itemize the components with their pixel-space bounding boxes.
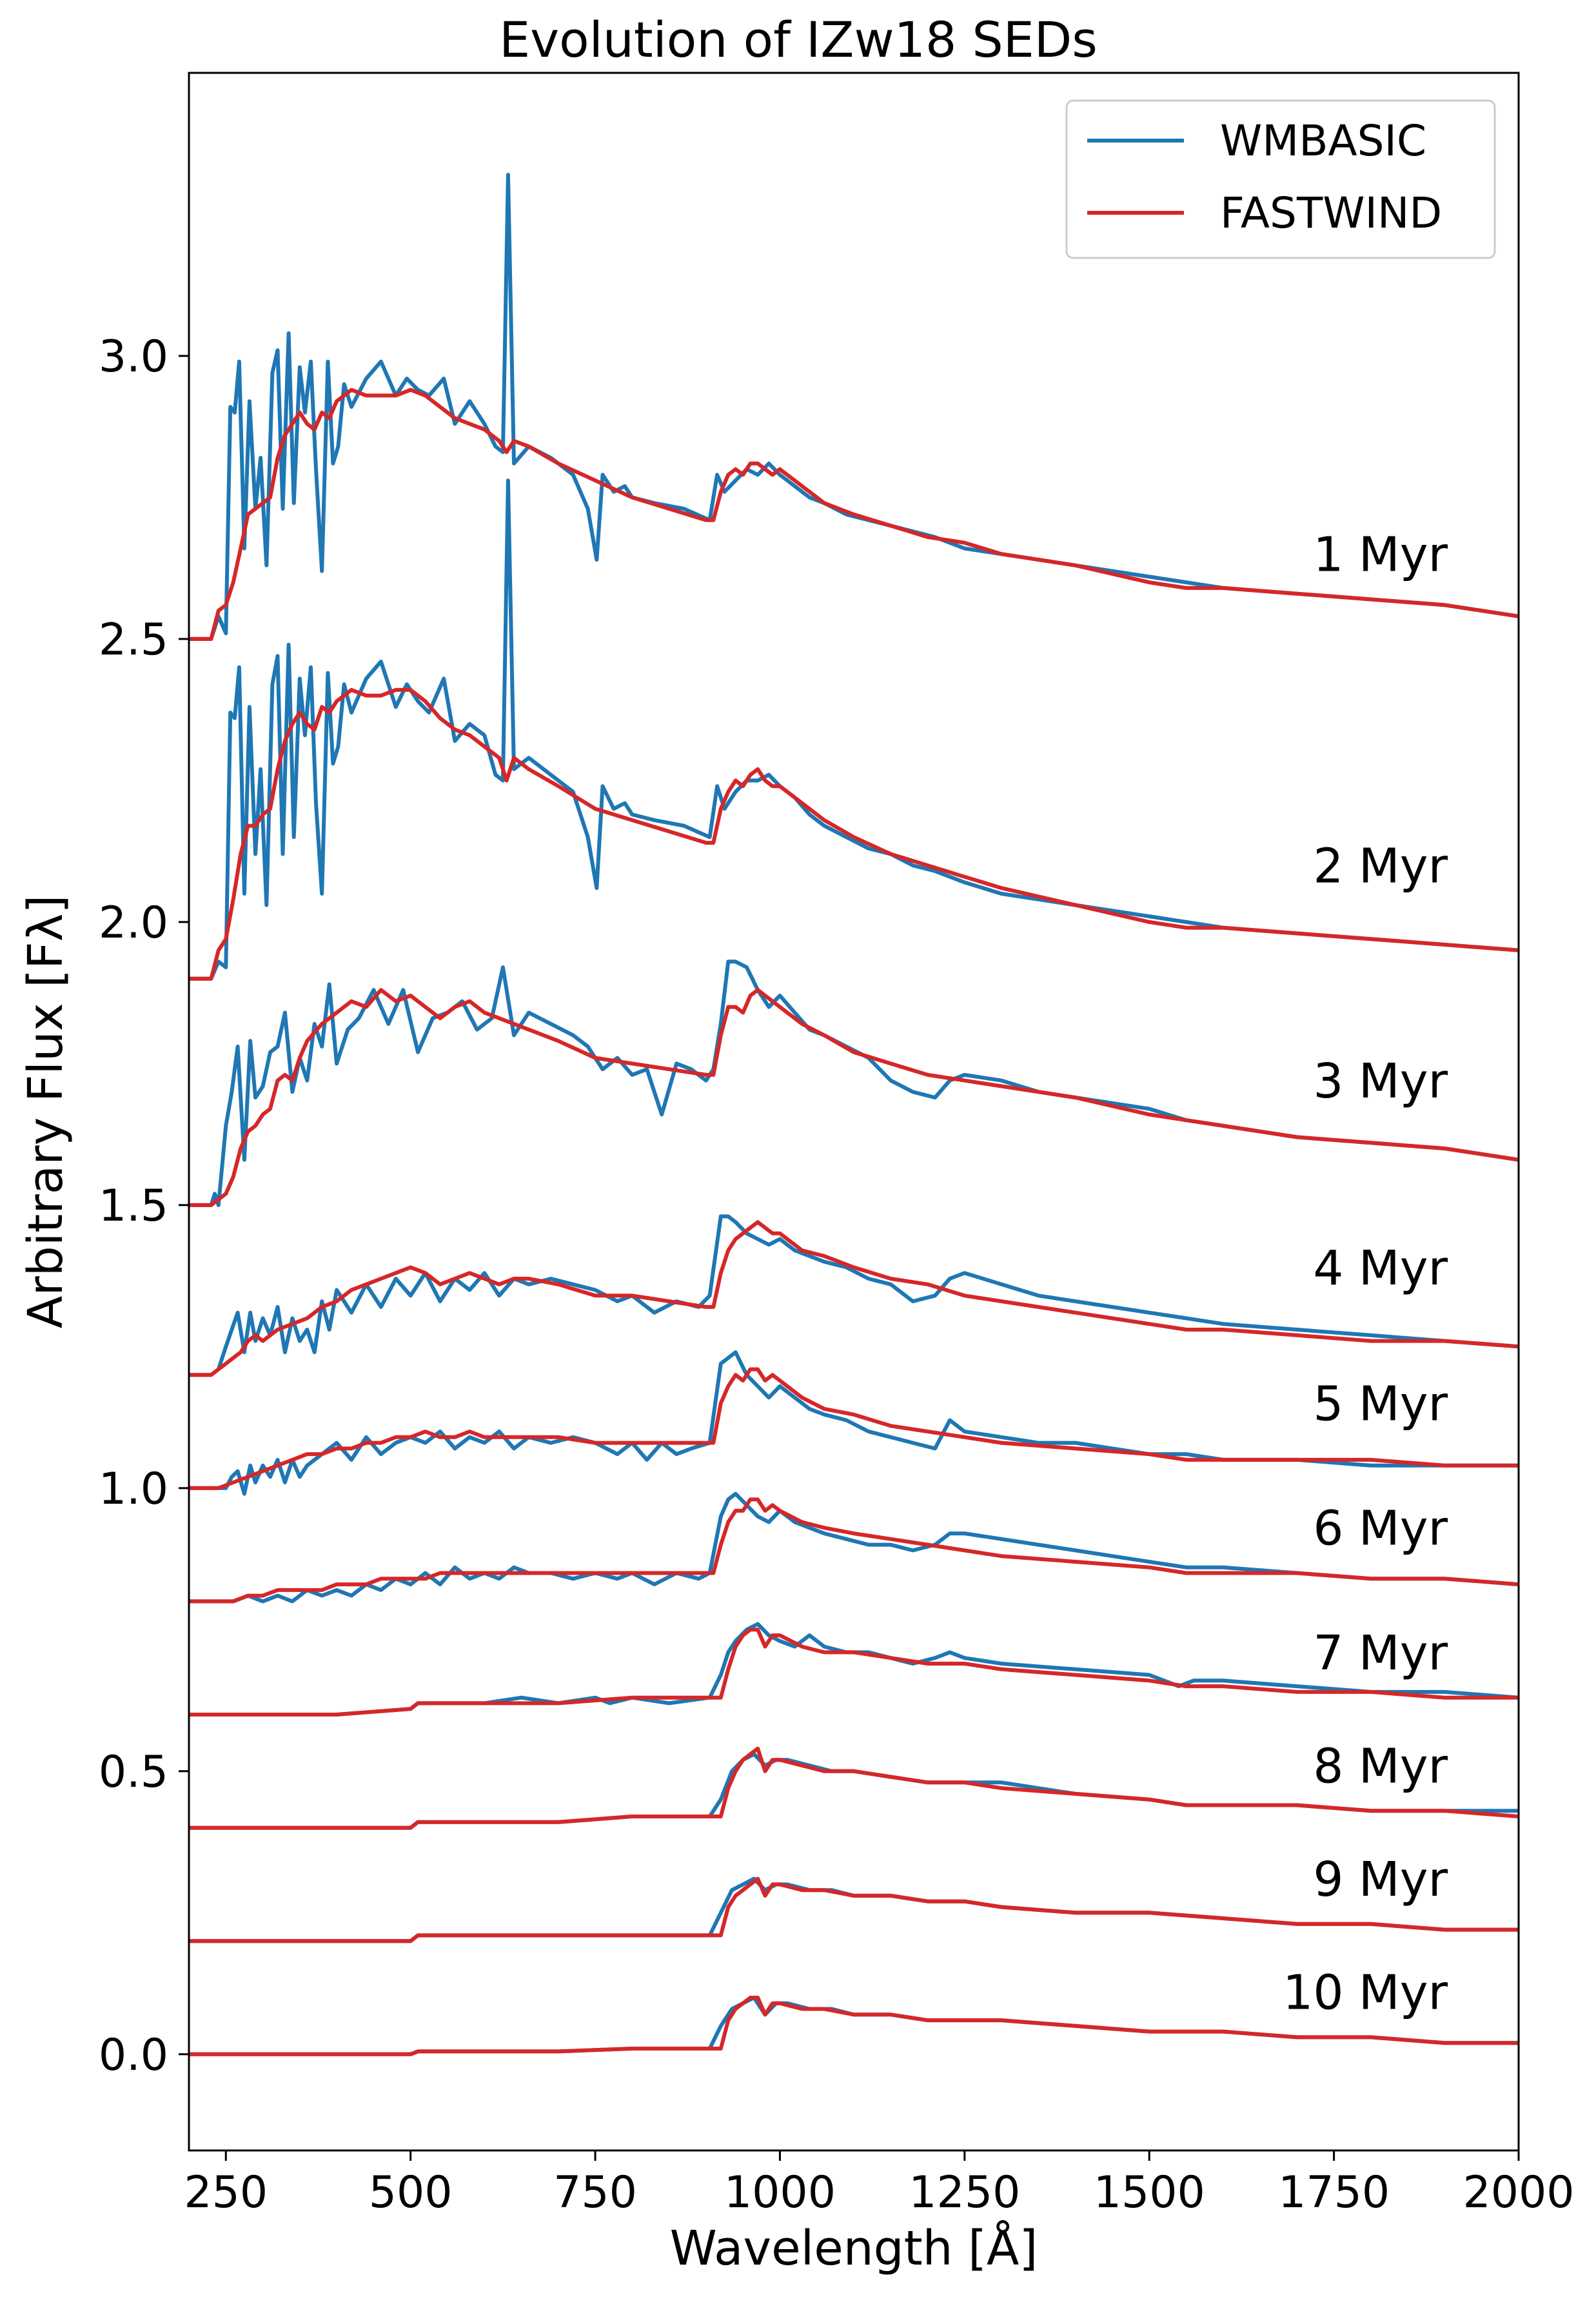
series-line-fastwind-4-myr xyxy=(189,1220,1519,1377)
age-label: 1 Myr xyxy=(1313,527,1448,583)
y-tick-label: 0.5 xyxy=(99,1747,168,1798)
series-line-fastwind-2-myr xyxy=(189,687,1519,981)
series-line-fastwind-3-myr xyxy=(189,988,1519,1207)
series-layer xyxy=(189,173,1519,2056)
series-line-fastwind-8-myr xyxy=(189,1746,1519,1830)
age-label: 10 Myr xyxy=(1283,1965,1448,2021)
legend-label-fastwind: FASTWIND xyxy=(1220,188,1442,238)
series-line-fastwind-9-myr xyxy=(189,1876,1519,1943)
x-tick-label: 1000 xyxy=(724,2167,836,2218)
x-tick-label: 1500 xyxy=(1094,2167,1205,2218)
x-tick-label: 750 xyxy=(553,2167,637,2218)
axis-ticks: 250 500 750 1000 1250 1500 1750 2000 0.0 0.5 1.0 1.… xyxy=(99,331,1575,2218)
series-line-wmbasic-7-myr xyxy=(189,1622,1519,1717)
series-line-wmbasic-5-myr xyxy=(189,1350,1519,1496)
x-axis-title: Wavelength [Å] xyxy=(670,2219,1038,2276)
age-label: 3 Myr xyxy=(1313,1054,1448,1109)
y-tick-label: 1.0 xyxy=(99,1464,168,1515)
y-tick-label: 0.0 xyxy=(99,2030,168,2081)
age-label: 7 Myr xyxy=(1313,1626,1448,1681)
age-labels: 1 Myr 2 Myr 3 Myr 4 Myr 5 Myr 6 Myr 7 Myr 8 Myr… xyxy=(1283,527,1448,2021)
y-tick-label: 3.0 xyxy=(99,331,168,382)
age-label: 6 Myr xyxy=(1313,1501,1448,1557)
legend-label-wmbasic: WMBASIC xyxy=(1220,116,1426,166)
x-tick-label: 1250 xyxy=(909,2167,1020,2218)
chart-title: Evolution of IZw18 SEDs xyxy=(499,11,1098,68)
series-line-fastwind-10-myr xyxy=(189,1996,1519,2056)
x-tick-label: 1750 xyxy=(1278,2167,1390,2218)
age-label: 5 Myr xyxy=(1313,1376,1448,1431)
series-line-fastwind-7-myr xyxy=(189,1628,1519,1717)
series-line-wmbasic-2-myr xyxy=(189,478,1519,981)
x-tick-label: 500 xyxy=(369,2167,453,2218)
series-line-fastwind-6-myr xyxy=(189,1497,1519,1604)
series-line-fastwind-5-myr xyxy=(189,1367,1519,1490)
series-line-wmbasic-3-myr xyxy=(189,959,1519,1207)
plot-frame xyxy=(188,72,1520,2152)
y-tick-label: 2.5 xyxy=(99,615,168,665)
age-label: 2 Myr xyxy=(1313,838,1448,894)
series-line-wmbasic-6-myr xyxy=(189,1491,1519,1604)
age-label: 9 Myr xyxy=(1313,1852,1448,1907)
series-line-fastwind-1-myr xyxy=(189,388,1519,641)
x-tick-label: 250 xyxy=(184,2167,268,2218)
y-tick-label: 1.5 xyxy=(99,1181,168,1232)
y-tick-label: 2.0 xyxy=(99,898,168,949)
x-tick-label: 2000 xyxy=(1463,2167,1574,2218)
legend: WMBASIC FASTWIND xyxy=(1065,99,1496,259)
age-label: 4 Myr xyxy=(1313,1241,1448,1296)
y-axis-title: Arbitrary Flux [Fλ] xyxy=(18,895,74,1329)
age-label: 8 Myr xyxy=(1313,1738,1448,1794)
